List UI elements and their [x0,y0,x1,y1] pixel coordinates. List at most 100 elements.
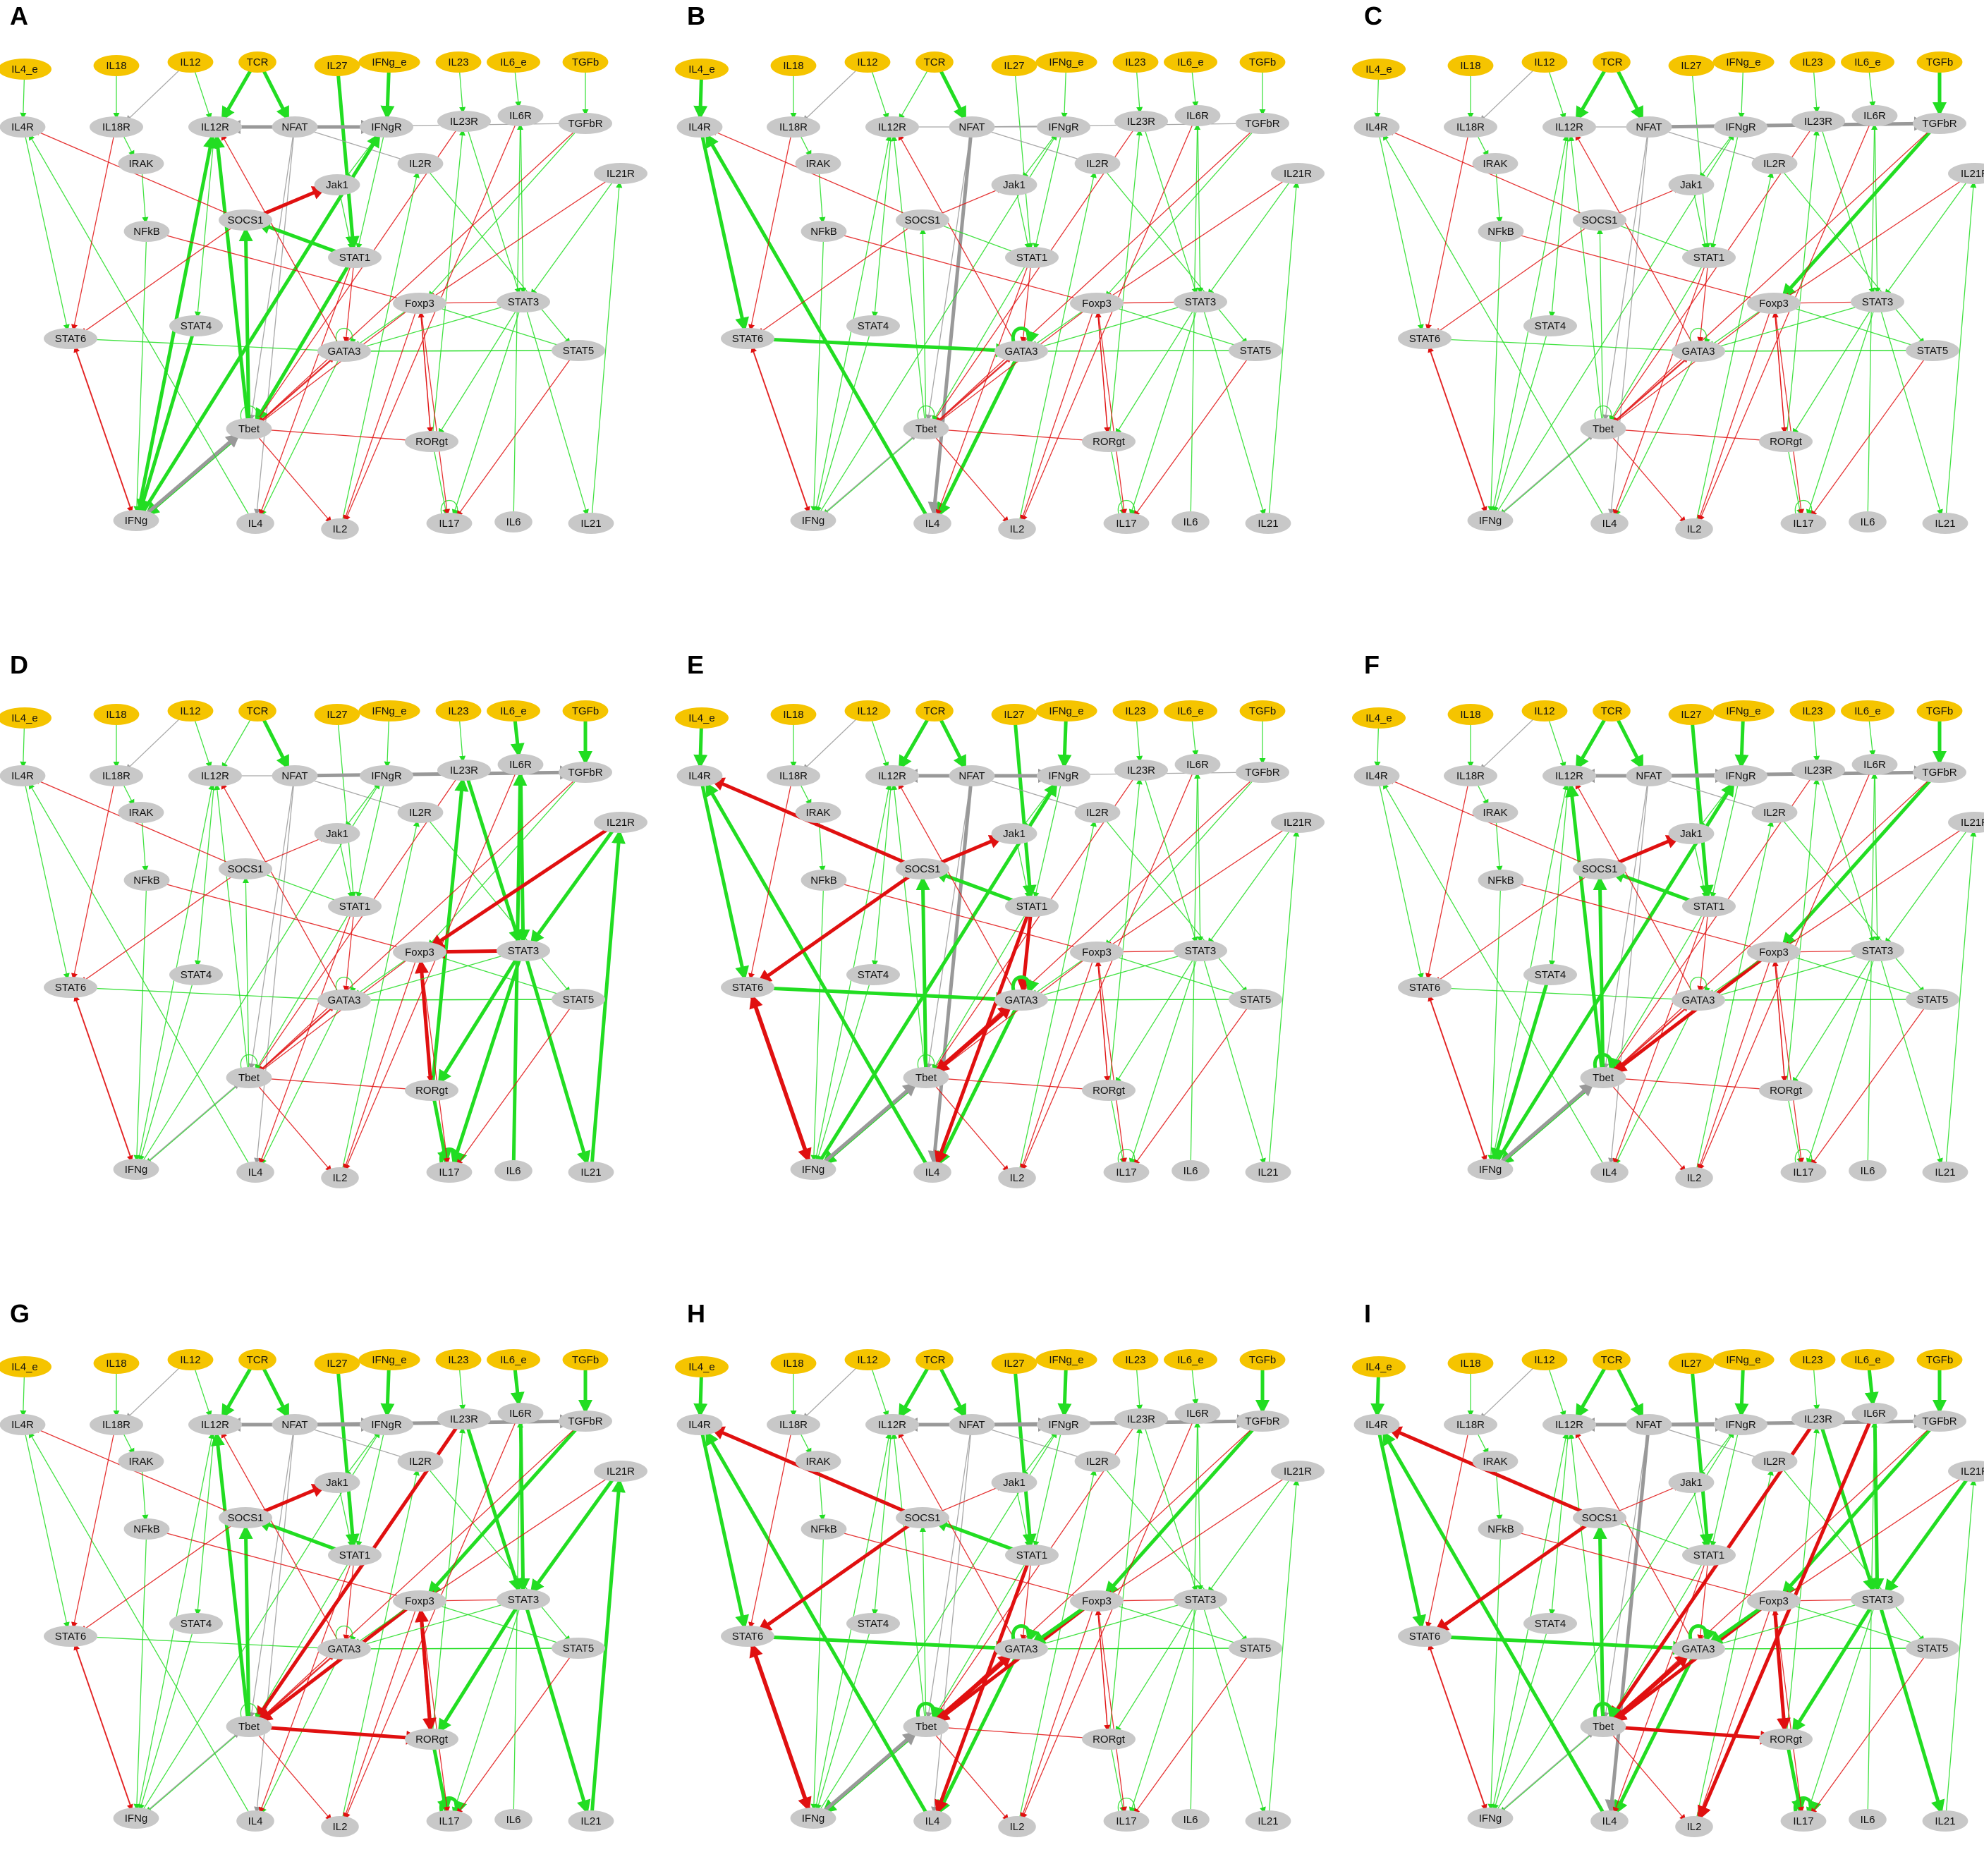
edge-STAT3-IL17 [451,308,521,516]
edge-Tbet-SOCS1 [238,226,253,422]
edge-Tbet-IL12R [1568,135,1603,422]
edge-NFAT-IL4 [254,1431,295,1813]
edge-IL12R-STAT4 [871,782,892,967]
node-label: IL21R [607,1466,635,1478]
node-IL2: IL2 [998,1816,1036,1837]
node-TGFb: TGFb [1239,51,1286,73]
node-IL21: IL21 [568,1162,614,1183]
node-label: IL21R [607,817,635,829]
node-label: STAT4 [858,1618,889,1630]
node-label: IL21R [1284,817,1312,829]
node-shape [844,51,891,73]
node-label: Tbet [1593,1072,1614,1084]
node-shape [1672,1638,1725,1659]
node-IL4: IL4 [236,513,274,534]
node-label: STAT1 [339,252,370,264]
edge-IL27-STAT1 [1690,721,1714,900]
node-shape [397,802,444,823]
node-IL2R: IL2R [1074,1451,1121,1472]
node-label: IL23R [1127,765,1155,776]
node-TCR: TCR [915,51,954,73]
edge-IFNgR-Jak1 [1022,1430,1058,1477]
panel-c: C IL4_e IL18 IL12 TCR IL27 IFNg_e IL23 IL6_e TGFb… [1352,0,1984,578]
node-shape [393,1590,446,1612]
edge-IL21R-Foxp3 [1107,1474,1290,1597]
edge-IL2R-STAT5 [1780,169,1925,345]
node-label: IL21R [1961,817,1984,829]
node-IL2: IL2 [1675,518,1713,540]
node-label: Jak1 [326,828,348,840]
node-shape [1035,51,1097,73]
node-IFNg: IFNg [113,510,159,531]
node-shape [113,1808,159,1829]
node-IL4R: IL4R [0,765,46,786]
edge-IL4_e-IL4R [20,1373,27,1417]
edge-STAT6-IFNg [73,345,133,513]
node-shape [1174,105,1221,126]
node-label: IL12R [878,1419,906,1431]
node-STAT6: STAT6 [1398,977,1452,998]
edge-IL4-IL4R [1382,782,1605,1167]
node-RORgt: RORgt [405,1080,458,1101]
node-STAT4: STAT4 [169,964,223,985]
edge-SOCS1-Jak1 [254,186,327,219]
node-label: Jak1 [1003,179,1026,191]
edge-STAT3-RORgt [437,956,520,1085]
node-shape [1114,111,1168,132]
edge-STAT1-GATA3 [343,1561,355,1641]
node-shape [1851,1589,1904,1610]
node-label: IL12 [857,1354,877,1366]
node-shape [1791,111,1845,132]
edge-NFAT-Tbet [248,133,294,422]
node-IL18R: IL18R [1444,116,1497,138]
node-IL27: IL27 [991,704,1037,725]
node-IL23R: IL23R [1791,760,1845,781]
edge-STAT6-IFNg [73,994,133,1162]
node-IFNg: IFNg [113,1159,159,1180]
edge-Tbet-IFNg [145,1730,242,1814]
edge-STAT1-Tbet [255,1561,351,1720]
node-IFNg_e: IFNg_e [1035,51,1097,73]
node-IL12R: IL12R [1542,116,1596,138]
node-label: IFNgR [371,770,402,782]
node-Jak1: Jak1 [1668,1472,1715,1493]
node-label: IL4_e [1365,1361,1392,1373]
edge-GATA3-GATA3 [1011,975,1040,994]
node-label: NFAT [281,770,308,782]
node-shape [795,1451,841,1472]
edge-STAT1-Tbet [932,1561,1028,1720]
node-IL18: IL18 [1447,55,1494,76]
node-IL4: IL4 [913,513,951,534]
node-IL23R: IL23R [1791,111,1845,132]
edge-IFNg-STAT6 [73,346,133,514]
node-NFAT: NFAT [1626,765,1672,786]
edge-Tbet-IL12R [891,135,926,422]
edge-IL18R-STAT6 [71,782,115,980]
node-label: IL12 [1534,1354,1554,1366]
edge-IL12-IL12R [193,717,212,769]
node-shape [896,1507,949,1528]
node-shape [1922,1810,1968,1832]
edge-IFNg-IFNgR [817,781,1059,1164]
node-shape [236,1810,274,1832]
node-shape [594,812,647,833]
node-STAT5: STAT5 [552,989,605,1010]
node-label: IL17 [1793,1167,1813,1178]
node-shape [915,51,954,73]
node-label: Foxp3 [1082,298,1112,310]
node-IL12: IL12 [1521,700,1568,721]
node-label: IL27 [327,709,347,721]
node-shape [1245,1162,1291,1183]
node-IFNg_e: IFNg_e [1712,1349,1775,1370]
edge-IFNg-STAT6 [1428,1643,1487,1812]
node-label: STAT3 [1185,945,1216,957]
node-label: NFAT [958,1419,985,1431]
network-diagram: IL4_e IL18 IL12 TCR IL27 IFNg_e IL23 IL6_e TGFbI… [0,700,647,1188]
node-label: IL18R [779,1419,808,1431]
edge-NFAT-IL4 [927,133,973,517]
node-layer: IL4_e IL18 IL12 TCR IL27 IFNg_e IL23 IL6_e TGFbI… [1352,700,1984,1188]
edge-Tbet-IL12R [891,784,926,1071]
edge-SOCS1-Jak1 [931,187,1004,219]
node-IL27: IL27 [1668,704,1715,725]
node-SOCS1: SOCS1 [219,209,272,231]
